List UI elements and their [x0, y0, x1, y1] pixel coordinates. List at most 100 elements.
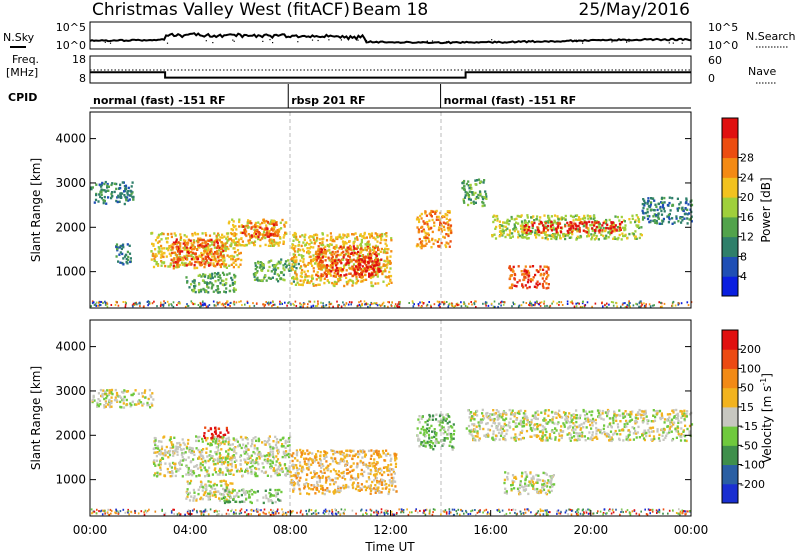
cpid-segment-label: rbsp 201 RF	[291, 94, 365, 107]
heatmap-cell	[263, 440, 266, 443]
heatmap-cell	[165, 451, 168, 454]
heatmap-cell	[357, 489, 360, 492]
heatmap-cell	[624, 228, 627, 231]
heatmap-cell	[369, 472, 372, 476]
heatmap-cell	[209, 249, 212, 252]
heatmap-cell	[513, 303, 516, 306]
heatmap-cell	[248, 493, 251, 496]
heatmap-cell	[240, 446, 243, 450]
heatmap-cell	[305, 463, 308, 466]
heatmap-cell	[469, 183, 472, 187]
heatmap-cell	[535, 231, 538, 234]
heatmap-cell	[156, 241, 160, 244]
heatmap-cell	[274, 463, 277, 467]
heatmap-cell	[342, 233, 345, 236]
heatmap-cell	[311, 277, 314, 280]
heatmap-cell	[676, 209, 679, 212]
heatmap-cell	[342, 242, 345, 245]
heatmap-cell	[169, 265, 172, 268]
heatmap-cell	[254, 472, 257, 475]
heatmap-cell	[536, 280, 539, 283]
heatmap-cell	[207, 474, 211, 477]
heatmap-cell	[101, 395, 104, 398]
heatmap-cell	[208, 484, 211, 487]
heatmap-cell	[224, 480, 227, 483]
heatmap-cell	[272, 268, 275, 271]
heatmap-cell	[498, 302, 500, 305]
heatmap-cell	[586, 235, 589, 238]
heatmap-cell	[267, 261, 270, 264]
heatmap-cell	[97, 304, 99, 307]
heatmap-cell	[303, 460, 306, 463]
heatmap-cell	[292, 481, 295, 484]
heatmap-cell	[336, 262, 339, 265]
heatmap-cell	[275, 492, 278, 495]
heatmap-cell	[421, 244, 424, 247]
heatmap-cell	[338, 247, 341, 250]
heatmap-cell	[129, 189, 132, 193]
heatmap-cell	[430, 209, 433, 213]
heatmap-cell	[683, 212, 686, 216]
heatmap-cell	[380, 258, 383, 261]
heatmap-cell	[626, 304, 629, 307]
heatmap-cell	[376, 304, 379, 307]
heatmap-cell	[316, 488, 319, 491]
heatmap-cell	[214, 451, 217, 454]
heatmap-cell	[204, 475, 207, 478]
heatmap-cell	[356, 246, 359, 249]
heatmap-cell	[273, 231, 276, 234]
heatmap-cell	[122, 391, 125, 394]
heatmap-cell	[198, 244, 201, 247]
heatmap-cell	[356, 485, 359, 488]
heatmap-cell	[314, 472, 317, 476]
heatmap-cell	[205, 244, 208, 247]
heatmap-cell	[222, 436, 225, 439]
heatmap-cell	[571, 215, 574, 218]
heatmap-cell	[671, 196, 674, 200]
heatmap-cell	[105, 401, 108, 405]
heatmap-cell	[219, 435, 222, 439]
heatmap-cell	[292, 275, 295, 279]
heatmap-cell	[298, 479, 301, 482]
heatmap-cell	[281, 218, 284, 222]
heatmap-cell	[567, 224, 570, 227]
nsearch-point	[397, 41, 400, 43]
heatmap-cell	[374, 469, 377, 473]
heatmap-cell	[254, 230, 257, 233]
heatmap-cell	[335, 450, 338, 454]
heatmap-cell	[214, 280, 217, 283]
heatmap-cell	[533, 219, 536, 222]
heatmap-cell	[193, 231, 197, 235]
heatmap-cell	[115, 399, 118, 402]
heatmap-cell	[390, 281, 393, 284]
heatmap-cell	[213, 246, 216, 249]
heatmap-cell	[367, 449, 371, 453]
heatmap-cell	[350, 449, 353, 453]
heatmap-cell	[523, 225, 526, 228]
heatmap-cell	[228, 289, 231, 293]
heatmap-cell	[417, 230, 421, 233]
heatmap-cell	[611, 230, 614, 233]
heatmap-cell	[96, 405, 99, 408]
heatmap-cell	[257, 463, 260, 466]
heatmap-cell	[341, 476, 344, 479]
heatmap-cell	[560, 226, 563, 229]
heatmap-cell	[420, 226, 423, 229]
heatmap-cell	[217, 434, 220, 437]
heatmap-cell	[162, 255, 165, 259]
heatmap-cell	[545, 220, 548, 223]
heatmap-cell	[357, 273, 360, 276]
heatmap-cell	[268, 232, 271, 235]
heatmap-cell	[338, 233, 341, 236]
heatmap-cell	[438, 245, 441, 248]
heatmap-cell	[362, 485, 365, 489]
heatmap-cell	[358, 275, 361, 278]
heatmap-cell	[324, 248, 327, 252]
heatmap-cell	[571, 225, 574, 228]
heatmap-cell	[329, 238, 332, 242]
heatmap-cell	[369, 484, 372, 487]
heatmap-cell	[591, 227, 594, 230]
heatmap-cell	[286, 453, 289, 457]
heatmap-cell	[283, 463, 287, 466]
heatmap-cell	[104, 390, 107, 393]
